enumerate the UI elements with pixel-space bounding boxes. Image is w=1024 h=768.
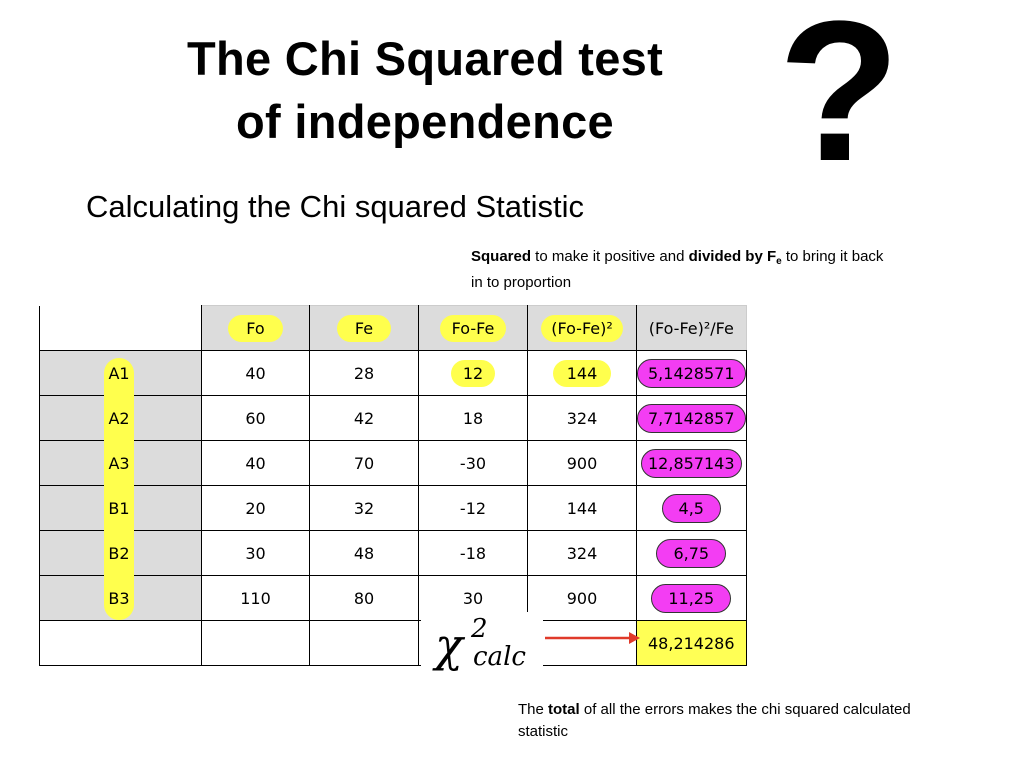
cell-diff: -12 [418,485,528,531]
header-fo-label: Fo [228,314,283,342]
cell-diff: 18 [418,395,528,441]
cell-fe: 70 [309,440,419,486]
cell-fo: 20 [201,485,310,531]
cell-fo: 110 [201,575,310,621]
table-row: 20 32 -12 144 4,5 [39,485,747,531]
header-fe: Fe [309,305,419,351]
row-label: A2 [108,409,130,428]
cell-sq: 900 [527,575,637,621]
cell-ratio: 6,75 [636,530,747,576]
cell-diff-value: 12 [450,359,496,387]
cell-fe: 42 [309,395,419,441]
title-line-2: of independence [236,94,614,148]
cell-fe: 80 [309,575,419,621]
note-squared-explanation: Squared to make it positive and divided … [471,246,891,293]
cell-ratio-value: 12,857143 [641,448,742,478]
chi-superscript: 2 [471,614,488,644]
note-bottom-bold-total: total [548,701,580,718]
table-total-row: 48,214286 [39,620,747,666]
header-ratio: (Fo-Fe)²/Fe [636,305,747,351]
header-fo-minus-fe-label: Fo-Fe [439,314,507,342]
cell-fo: 40 [201,440,310,486]
cell-diff: -18 [418,530,528,576]
cell-sq: 900 [527,440,637,486]
chi-squared-table: Fo Fe Fo-Fe (Fo-Fe)² (Fo-Fe)²/Fe 40 28 1… [39,305,747,666]
total-value: 48,214286 [636,620,747,666]
header-squared-label: (Fo-Fe)² [541,314,623,342]
cell-ratio: 12,857143 [636,440,747,486]
header-squared: (Fo-Fe)² [527,305,637,351]
note-total-explanation: The total of all the errors makes the ch… [518,699,918,743]
cell-fe: 48 [309,530,419,576]
cell-ratio-value: 11,25 [651,583,732,613]
total-empty-cell [527,620,637,666]
cell-ratio-value: 5,1428571 [637,358,746,388]
title-line-1: The Chi Squared test [186,32,664,85]
note-bottom-text-2: of all the errors makes the chi squared … [518,701,911,740]
header-ratio-label: (Fo-Fe)²/Fe [648,318,734,338]
cell-sq: 144 [527,485,637,531]
cell-fo: 30 [201,530,310,576]
question-mark-icon: ? [778,0,901,203]
row-label: B3 [108,589,130,608]
cell-diff: -30 [418,440,528,486]
row-label: B1 [108,499,130,518]
table-header-row: Fo Fe Fo-Fe (Fo-Fe)² (Fo-Fe)²/Fe [39,305,747,351]
cell-sq: 324 [527,530,637,576]
note-top-subscript: e [776,256,782,267]
total-empty-cell [39,620,202,666]
total-empty-cell [309,620,419,666]
total-empty-cell [201,620,310,666]
table-row: 40 70 -30 900 12,857143 [39,440,747,486]
table-row: 40 28 12 144 5,1428571 [39,350,747,396]
cell-fe: 32 [309,485,419,531]
note-bottom-text-1: The [518,701,549,718]
chi-subscript: calc [473,642,526,672]
arrow-right-icon [545,632,640,644]
note-top-text-1: to make it positive and [531,248,689,265]
note-top-bold-squared: Squared [471,248,532,265]
table-row: 30 48 -18 324 6,75 [39,530,747,576]
cell-ratio: 11,25 [636,575,747,621]
slide-subtitle: Calculating the Chi squared Statistic [86,189,584,224]
slide-title: The Chi Squared test of independence [0,28,850,153]
cell-ratio-value: 7,7142857 [637,403,746,433]
cell-ratio: 7,7142857 [636,395,747,441]
cell-sq: 144 [527,350,637,396]
cell-ratio-value: 6,75 [656,538,727,568]
table-row: 60 42 18 324 7,7142857 [39,395,747,441]
header-fe-label: Fe [336,314,392,342]
chi-symbol: χ [435,618,463,672]
header-fo: Fo [201,305,310,351]
cell-ratio-value: 4,5 [661,493,721,523]
cell-fe: 28 [309,350,419,396]
row-label: A3 [108,454,130,473]
cell-fo: 40 [201,350,310,396]
row-label: A1 [108,364,130,383]
row-labels: A1 A2 A3 B1 B2 B3 [104,351,134,621]
chi-squared-calc-label: χ 2 calc [421,612,543,674]
header-empty-cell [39,305,202,351]
cell-sq-value: 144 [552,359,612,387]
note-top-bold-divided: divided by F [688,248,777,265]
header-fo-minus-fe: Fo-Fe [418,305,528,351]
cell-diff: 12 [418,350,528,396]
cell-ratio: 5,1428571 [636,350,747,396]
cell-fo: 60 [201,395,310,441]
cell-ratio: 4,5 [636,485,747,531]
row-label: B2 [108,544,130,563]
note-top-text-2: to bring it back in to proportion [471,248,884,291]
cell-sq: 324 [527,395,637,441]
row-label-highlight [104,358,134,620]
table-row: 110 80 30 900 11,25 [39,575,747,621]
